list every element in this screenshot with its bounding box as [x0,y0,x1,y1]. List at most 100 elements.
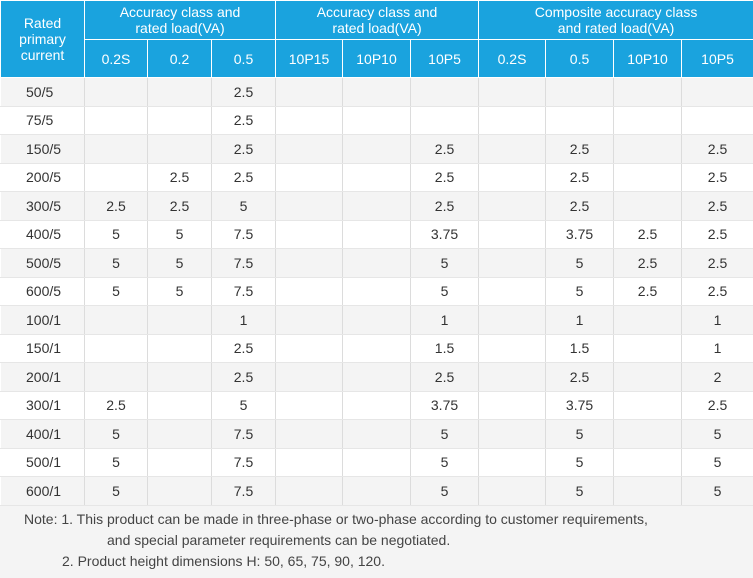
table-cell [275,219,344,249]
table-cell [275,276,344,306]
row-header-current: 300/1 [0,390,85,420]
table-cell [275,77,344,107]
footnote-line: and special parameter requirements can b… [107,532,451,548]
column-header: 0.2 [147,39,212,78]
spec-table: Rated primary current Accuracy class and… [0,0,753,506]
table-cell [275,419,344,449]
table-cell: 7.5 [210,476,277,506]
table-cell [147,362,212,392]
table-cell: 1.5 [545,333,615,363]
table-cell [342,305,412,335]
table-cell: 3.75 [545,219,615,249]
table-cell [147,105,212,135]
row-header-current: 300/5 [0,191,85,221]
row-header-current: 100/1 [0,305,85,335]
table-cell [275,134,344,164]
row-header-current: 150/5 [0,134,85,164]
header-group-accuracy-1: Accuracy class and rated load(VA) [83,0,277,40]
table-cell [613,77,683,107]
table-cell [478,162,547,192]
table-cell [613,191,683,221]
table-cell [342,105,412,135]
table-cell [342,362,412,392]
table-cell [478,390,547,420]
table-body: 50/5 2.5 75/5 2.5 150/5 2.5 2.5 2.5 2.5 200/5 2.5 2… [0,77,753,506]
table-cell [342,333,412,363]
table-cell [545,105,615,135]
table-cell [147,333,212,363]
table-cell [410,105,480,135]
table-row: 300/1 2.5 5 3.75 3.75 2.5 [0,390,753,420]
table-cell [613,105,683,135]
table-cell: 1 [410,305,480,335]
table-cell [275,191,344,221]
table-cell: 2.5 [613,219,683,249]
header-group-composite: Composite accuracy class and rated load(… [478,0,753,40]
table-cell [613,419,683,449]
table-cell [478,77,547,107]
table-row: 200/1 2.5 2.5 2.5 2 [0,362,753,392]
table-row: 100/1 1 1 1 1 [0,305,753,335]
table-cell [275,362,344,392]
row-header-current: 400/1 [0,419,85,449]
table-cell: 2.5 [84,191,148,221]
table-cell [84,162,148,192]
table-cell: 5 [147,219,212,249]
table-cell [147,77,212,107]
table-cell [275,390,344,420]
table-cell: 5 [84,276,148,306]
table-cell [613,134,683,164]
table-row: 75/5 2.5 [0,105,753,135]
table-cell: 1 [210,305,277,335]
table-cell: 5 [681,447,753,477]
table-row: 500/1 5 7.5 5 5 5 [0,447,753,477]
table-cell: 2.5 [545,134,615,164]
row-header-current: 500/5 [0,248,85,278]
table-cell [342,134,412,164]
footnote-line: 2. Product height dimensions H: 50, 65, … [62,553,385,569]
table-cell [147,134,212,164]
table-cell: 2.5 [613,248,683,278]
table-cell [478,105,547,135]
table-cell: 1 [681,305,753,335]
table-cell [681,77,753,107]
table-cell: 2.5 [147,191,212,221]
table-cell: 5 [410,476,480,506]
table-cell [342,77,412,107]
row-header-current: 500/1 [0,447,85,477]
table-cell [681,105,753,135]
table-cell [342,191,412,221]
table-row: 600/5 5 5 7.5 5 5 2.5 2.5 [0,276,753,306]
row-header-current: 200/5 [0,162,85,192]
table-cell [275,105,344,135]
table-cell: 5 [545,276,615,306]
table-row: 150/5 2.5 2.5 2.5 2.5 [0,134,753,164]
table-cell [478,476,547,506]
table-cell [342,476,412,506]
row-header-current: 150/1 [0,333,85,363]
table-cell: 5 [410,276,480,306]
row-header-current: 75/5 [0,105,85,135]
table-cell: 5 [545,447,615,477]
table-cell [84,134,148,164]
table-cell: 2.5 [681,134,753,164]
table-cell: 5 [210,191,277,221]
table-cell: 7.5 [210,276,277,306]
table-cell: 5 [84,248,148,278]
table-cell [478,191,547,221]
table-cell: 5 [545,476,615,506]
table-cell: 2.5 [681,390,753,420]
table-cell: 5 [410,447,480,477]
table-cell: 1 [681,333,753,363]
table-cell [410,77,480,107]
column-header: 10P10 [613,39,683,78]
table-cell [275,162,344,192]
table-cell: 2.5 [681,248,753,278]
table-cell [478,333,547,363]
table-cell: 5 [681,419,753,449]
table-cell [478,362,547,392]
table-cell: 5 [410,419,480,449]
table-cell: 2.5 [210,77,277,107]
row-header-current: 200/1 [0,362,85,392]
